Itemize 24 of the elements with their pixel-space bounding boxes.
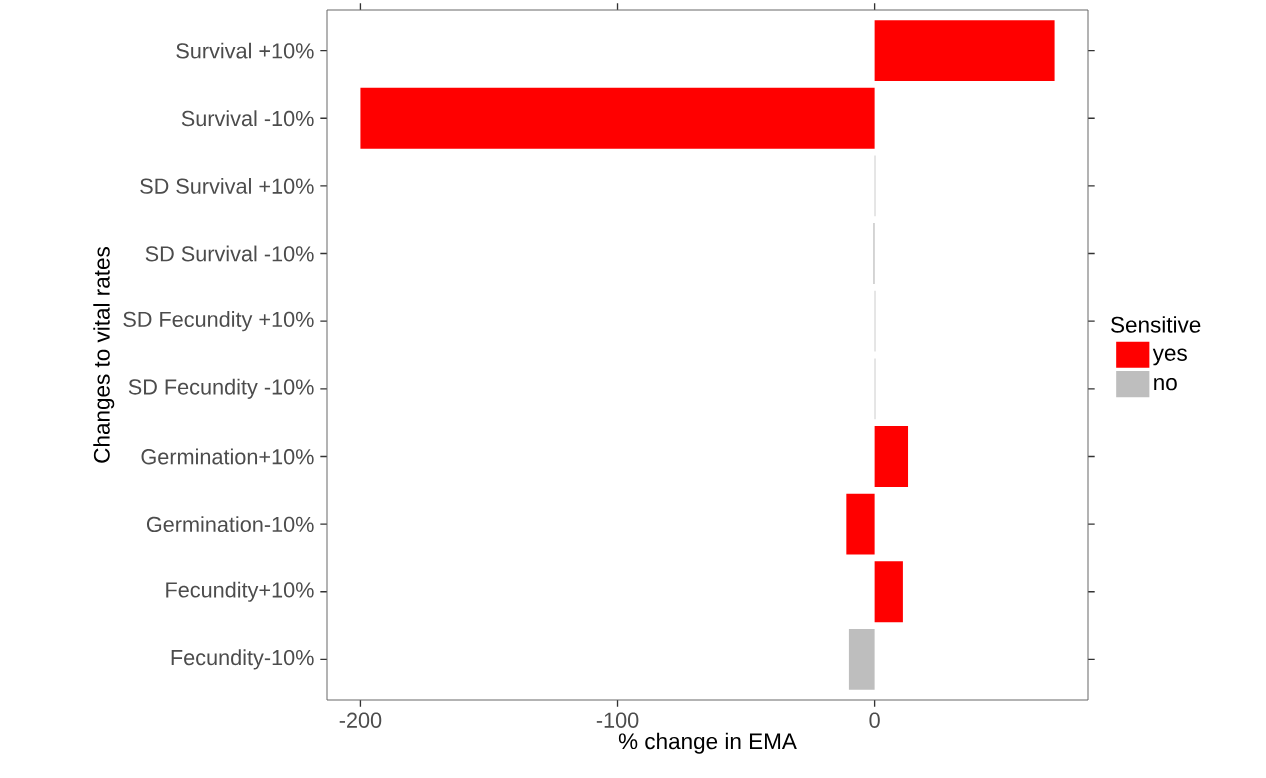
legend-title: Sensitive	[1111, 316, 1201, 333]
y-tick-label: Fecundity-10%	[171, 649, 314, 670]
legend-label: no	[1154, 378, 1177, 391]
y-tick-label: SD Survival -10%	[145, 245, 314, 262]
bar	[874, 426, 909, 487]
bar	[360, 87, 875, 149]
y-tick-label: Survival -10%	[181, 110, 314, 127]
y-tick-label: SD Fecundity -10%	[128, 378, 314, 399]
bar	[874, 20, 1055, 82]
y-tick-label: SD Fecundity +10%	[123, 311, 314, 332]
bar	[846, 493, 875, 555]
x-tick-label: 0	[869, 712, 880, 728]
y-tick-label: Germination-10%	[146, 516, 314, 533]
y-tick-label: Survival +10%	[176, 42, 314, 59]
x-axis-title: % change in EMA	[618, 732, 797, 754]
x-tick-label: -200	[339, 712, 382, 728]
bar	[874, 561, 903, 623]
y-axis-title: Changes to vital rates	[93, 247, 115, 463]
bar	[848, 628, 875, 690]
y-tick-label: SD Survival +10%	[140, 177, 314, 194]
y-tick-label: Fecundity+10%	[166, 581, 314, 602]
legend-label: yes	[1152, 348, 1187, 366]
y-tick-label: Germination+10%	[141, 448, 314, 465]
x-tick-label: -100	[596, 712, 639, 728]
